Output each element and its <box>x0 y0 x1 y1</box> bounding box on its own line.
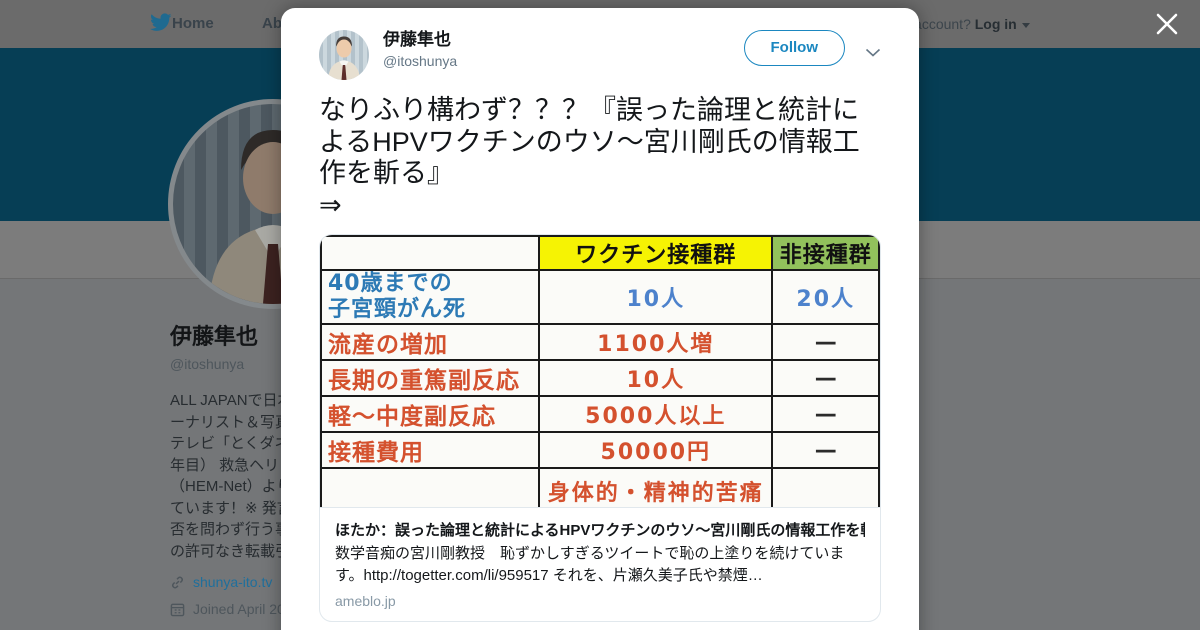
card-description: 数学音痴の宮川剛教授 恥ずかしすぎるツイートで恥の上塗りを続けています。http… <box>335 545 845 584</box>
table-cell-vaccinated: 10人 <box>538 359 774 397</box>
profile-joined: Joined April 20 <box>193 601 285 617</box>
table-row: 流産の増加 1100人増 — <box>320 323 880 361</box>
follow-button[interactable]: Follow <box>743 30 845 66</box>
table-cell-vaccinated: 10人 <box>538 269 774 325</box>
table-row: 軽～中度副反応 5000人以上 — <box>320 395 880 433</box>
login-caret-icon[interactable] <box>1021 22 1030 28</box>
hpv-table: ワクチン接種群 非接種群 40歳までの 子宮頸がん死 10人 20人 流産の増加… <box>320 235 880 507</box>
table-cell-label <box>320 467 541 507</box>
table-cell-label: 流産の増加 <box>320 323 541 361</box>
tweet-author-name[interactable]: 伊藤隼也 <box>383 30 451 49</box>
twitter-logo-icon[interactable] <box>150 13 172 37</box>
table-cell-unvaccinated: — <box>771 323 880 361</box>
table-header-vaccinated: ワクチン接種群 <box>538 235 774 271</box>
profile-handle: @itoshunya <box>170 356 245 372</box>
table-cell-unvaccinated <box>771 467 880 507</box>
table-cell-vaccinated: 身体的・精神的苦痛 <box>538 467 774 507</box>
table-cell-label: 接種費用 <box>320 431 541 469</box>
tweet-media-image[interactable]: ワクチン接種群 非接種群 40歳までの 子宮頸がん死 10人 20人 流産の増加… <box>320 235 880 508</box>
profile-bio: ALL JAPANで日本 ーナリスト＆写真 テレビ「とくダネ 年目） 救急ヘリ … <box>170 392 298 560</box>
card-domain: ameblo.jp <box>335 593 396 609</box>
table-cell-label: 長期の重篤副反応 <box>320 359 541 397</box>
table-cell-unvaccinated: 20人 <box>771 269 880 325</box>
table-row: 40歳までの 子宮頸がん死 10人 20人 <box>320 269 880 325</box>
tweet-author-handle[interactable]: @itoshunya <box>383 53 458 69</box>
table-cell-vaccinated: 1100人増 <box>538 323 774 361</box>
table-cell-unvaccinated: — <box>771 395 880 433</box>
close-icon[interactable] <box>1152 9 1182 39</box>
login-button-label[interactable]: Log in <box>974 16 1017 32</box>
link-icon <box>170 575 185 593</box>
profile-website-link[interactable]: shunya-ito.tv <box>193 574 273 590</box>
table-row: 接種費用 50000円 — <box>320 431 880 469</box>
calendar-icon <box>170 602 185 620</box>
tweet-text: なりふり構わず？？？『誤った論理と統計によるHPVワクチンのウソ～宮川剛氏の情報… <box>319 95 860 220</box>
tweet-author-avatar[interactable] <box>319 30 369 80</box>
chevron-down-icon[interactable] <box>865 44 881 62</box>
table-row: 長期の重篤副反応 10人 — <box>320 359 880 397</box>
tweet-link-card[interactable]: ワクチン接種群 非接種群 40歳までの 子宮頸がん死 10人 20人 流産の増加… <box>319 234 881 622</box>
tweet-modal: 伊藤隼也 @itoshunya Follow なりふり構わず？？？『誤った論理と… <box>281 8 919 630</box>
table-cell-vaccinated: 50000円 <box>538 431 774 469</box>
table-cell-label: 軽～中度副反応 <box>320 395 541 433</box>
table-cell-vaccinated: 5000人以上 <box>538 395 774 433</box>
card-title[interactable]: ほたか：誤った論理と統計によるHPVワクチンのウソ～宮川剛氏の情報工作を斬る <box>335 522 865 539</box>
table-header-row: ワクチン接種群 非接種群 <box>320 235 880 271</box>
table-cell-unvaccinated: — <box>771 359 880 397</box>
nav-home-link[interactable]: Home <box>172 15 214 32</box>
table-header-empty <box>320 235 541 271</box>
table-cell-unvaccinated: — <box>771 431 880 469</box>
table-header-unvaccinated: 非接種群 <box>771 235 880 271</box>
table-row: 身体的・精神的苦痛 <box>320 467 880 507</box>
table-cell-label: 40歳までの 子宮頸がん死 <box>320 269 541 325</box>
profile-name: 伊藤隼也 <box>170 324 259 349</box>
